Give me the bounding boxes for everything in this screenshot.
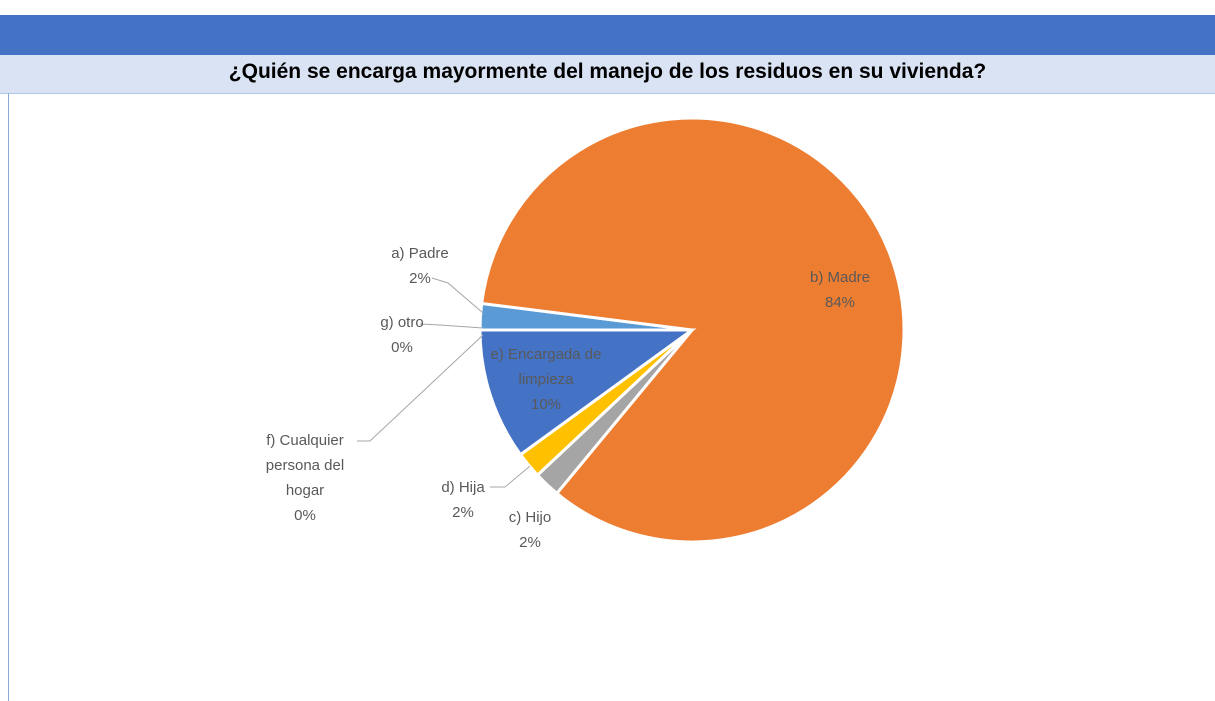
data-label: e) Encargada de limpieza 10% bbox=[486, 342, 606, 417]
data-label: g) otro 0% bbox=[362, 310, 442, 360]
category-label: d) Hija bbox=[441, 479, 485, 496]
category-label: b) Madre bbox=[809, 269, 871, 286]
leader-line bbox=[431, 277, 484, 314]
category-label: e) Encargada de limpieza bbox=[490, 346, 602, 388]
leader-line bbox=[419, 323, 484, 329]
value-label: 0% bbox=[294, 507, 316, 524]
value-label: 84% bbox=[824, 294, 856, 311]
data-label: b) Madre 84% bbox=[790, 265, 890, 315]
leader-line bbox=[490, 465, 531, 488]
header-bar bbox=[0, 15, 1215, 55]
data-label: d) Hija 2% bbox=[423, 475, 503, 525]
value-label: 10% bbox=[530, 396, 562, 413]
data-label: c) Hijo 2% bbox=[490, 505, 570, 555]
title-bar bbox=[0, 55, 1215, 94]
pie-slice bbox=[478, 328, 697, 457]
value-label: 0% bbox=[391, 339, 413, 356]
category-label: c) Hijo bbox=[508, 509, 552, 526]
chart-title: ¿Quién se encarga mayormente del manejo … bbox=[228, 60, 987, 83]
category-label: a) Padre bbox=[391, 245, 449, 262]
border-line bbox=[8, 93, 9, 701]
value-label: 2% bbox=[409, 270, 431, 287]
leader-line bbox=[357, 334, 484, 442]
data-label: f) Cualquier persona del hogar 0% bbox=[245, 428, 365, 528]
value-label: 2% bbox=[452, 504, 474, 521]
category-label: f) Cualquier persona del hogar bbox=[265, 432, 345, 499]
value-label: 2% bbox=[519, 534, 541, 551]
category-label: g) otro bbox=[380, 314, 424, 331]
data-label: a) Padre 2% bbox=[370, 241, 470, 291]
